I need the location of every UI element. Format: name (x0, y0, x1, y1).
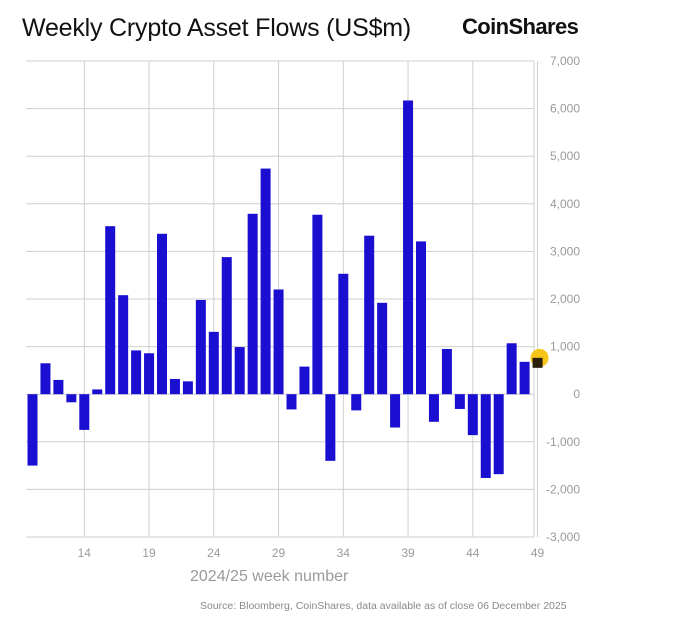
source-note: Source: Bloomberg, CoinShares, data avai… (200, 600, 567, 612)
y-tick-label: 1,000 (550, 340, 580, 354)
x-axis-label: 2024/25 week number (190, 568, 349, 585)
bar-week-31 (299, 366, 310, 395)
bar-week-27 (247, 213, 258, 395)
bar-week-21 (169, 378, 180, 395)
bar-week-29 (273, 289, 284, 395)
y-tick-label: 6,000 (550, 102, 580, 116)
bar-week-10 (27, 394, 38, 466)
bar-week-20 (157, 233, 167, 395)
bar-week-47 (506, 343, 517, 395)
x-tick-label: 29 (272, 546, 286, 560)
x-tick-label: 14 (78, 546, 92, 560)
bar-week-26 (234, 347, 245, 395)
bar-week-36 (364, 235, 375, 395)
y-tick-label: -2,000 (546, 482, 580, 496)
bar-week-24 (208, 331, 219, 395)
bar-week-22 (182, 381, 193, 395)
x-tick-label: 39 (401, 546, 415, 560)
y-tick-label: 3,000 (550, 244, 580, 258)
latest-week-marker-inner (532, 357, 543, 368)
bar-week-32 (312, 214, 323, 395)
chart-title: Weekly Crypto Asset Flows (US$m) (22, 14, 412, 42)
x-tick-label: 19 (142, 546, 156, 560)
y-tick-label: -1,000 (546, 435, 580, 449)
bar-week-13 (66, 394, 77, 403)
x-tick-label: 49 (531, 546, 545, 560)
y-tick-label: 5,000 (550, 149, 580, 163)
bar-week-39 (403, 100, 414, 395)
bar-week-28 (260, 168, 271, 395)
bar-week-41 (428, 394, 439, 422)
bar-week-45 (480, 394, 491, 478)
y-tick-label: 0 (573, 387, 580, 401)
y-tick-label: 4,000 (550, 197, 580, 211)
bar-week-23 (195, 299, 206, 395)
y-tick-label: -3,000 (546, 530, 580, 544)
bar-week-17 (118, 295, 129, 395)
bar-week-40 (416, 241, 426, 395)
bar-week-46 (493, 394, 504, 475)
y-tick-label: 7,000 (550, 54, 580, 68)
bar-week-43 (454, 394, 465, 409)
bar-week-15 (92, 389, 103, 395)
bar-week-19 (144, 353, 155, 395)
bar-week-38 (390, 394, 401, 428)
bar-week-14 (79, 394, 90, 430)
bar-week-12 (53, 379, 64, 395)
bar-week-33 (325, 394, 336, 461)
bar-week-11 (40, 363, 51, 395)
bar-week-44 (467, 394, 478, 436)
bar-week-18 (131, 350, 142, 395)
bar-week-42 (441, 348, 452, 395)
bar-week-34 (338, 273, 349, 395)
bar-week-30 (286, 394, 297, 410)
bar-week-37 (377, 302, 388, 395)
x-tick-label: 24 (207, 546, 221, 560)
bar-week-48 (519, 361, 530, 395)
bar-week-25 (221, 257, 232, 395)
bar-week-16 (105, 226, 116, 395)
brand-logo: CoinShares (462, 14, 579, 39)
x-tick-label: 44 (466, 546, 480, 560)
y-tick-label: 2,000 (550, 292, 580, 306)
bar-week-35 (351, 394, 362, 411)
x-tick-label: 34 (337, 546, 351, 560)
